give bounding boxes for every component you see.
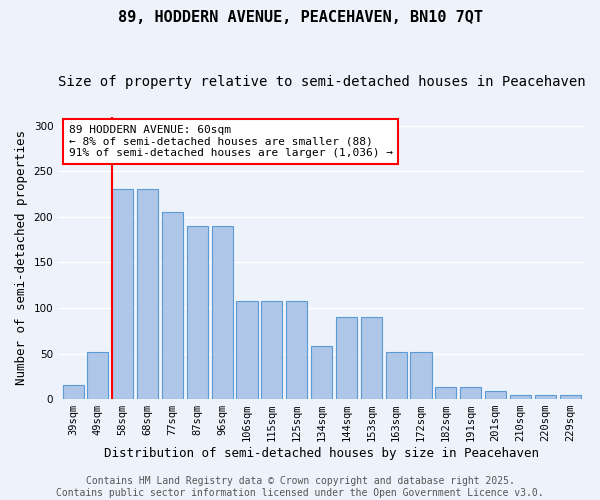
Bar: [386, 352, 407, 399]
Bar: [62, 386, 83, 399]
Bar: [485, 391, 506, 399]
Bar: [311, 346, 332, 399]
Bar: [112, 190, 133, 399]
Bar: [212, 226, 233, 399]
Bar: [560, 396, 581, 399]
Bar: [510, 396, 531, 399]
Bar: [236, 300, 257, 399]
Title: Size of property relative to semi-detached houses in Peacehaven: Size of property relative to semi-detach…: [58, 75, 586, 89]
Bar: [336, 317, 357, 399]
Text: Contains HM Land Registry data © Crown copyright and database right 2025.
Contai: Contains HM Land Registry data © Crown c…: [56, 476, 544, 498]
Bar: [410, 352, 431, 399]
Bar: [361, 317, 382, 399]
Bar: [187, 226, 208, 399]
Text: 89 HODDERN AVENUE: 60sqm
← 8% of semi-detached houses are smaller (88)
91% of se: 89 HODDERN AVENUE: 60sqm ← 8% of semi-de…: [69, 125, 393, 158]
Bar: [162, 212, 183, 399]
Bar: [535, 396, 556, 399]
X-axis label: Distribution of semi-detached houses by size in Peacehaven: Distribution of semi-detached houses by …: [104, 447, 539, 460]
Bar: [286, 300, 307, 399]
Text: 89, HODDERN AVENUE, PEACEHAVEN, BN10 7QT: 89, HODDERN AVENUE, PEACEHAVEN, BN10 7QT: [118, 10, 482, 25]
Bar: [460, 387, 481, 399]
Y-axis label: Number of semi-detached properties: Number of semi-detached properties: [15, 130, 28, 386]
Bar: [262, 300, 283, 399]
Bar: [88, 352, 109, 399]
Bar: [137, 190, 158, 399]
Bar: [435, 387, 457, 399]
